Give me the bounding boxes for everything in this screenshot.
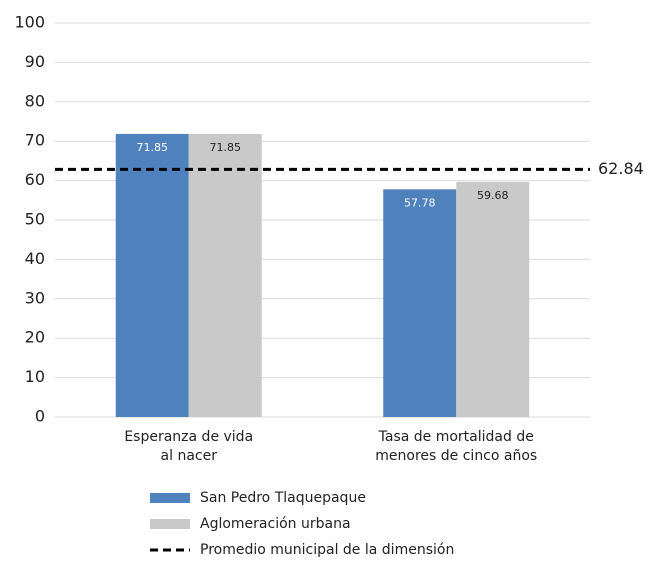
value-label: 71.85 — [210, 141, 242, 154]
x-tick-label: Tasa de mortalidad de menores de cinco añ… — [375, 429, 537, 464]
y-tick-label: 40 — [25, 249, 45, 268]
x-tick-label-line: Tasa de mortalidad de — [378, 429, 534, 445]
y-tick-label: 30 — [25, 288, 45, 307]
x-tick-label-line: menores de cinco años — [375, 448, 537, 464]
x-tick-label: Esperanza de vida al nacer — [124, 429, 253, 464]
legend-label: Promedio municipal de la dimensión — [200, 542, 454, 558]
value-label: 57.78 — [404, 196, 436, 209]
x-tick-label-line: al nacer — [161, 448, 218, 464]
y-tick-label: 50 — [25, 210, 45, 229]
legend-swatch — [150, 519, 190, 529]
legend-label: San Pedro Tlaquepaque — [200, 490, 366, 506]
legend-label: Aglomeración urbana — [200, 516, 351, 532]
bar — [188, 133, 262, 417]
value-label: 71.85 — [137, 141, 169, 154]
y-tick-label: 80 — [25, 91, 45, 110]
bar — [383, 189, 457, 417]
y-tick-label: 100 — [14, 13, 45, 32]
bar — [115, 133, 189, 417]
x-tick-label-line: Esperanza de vida — [124, 429, 253, 445]
y-tick-label: 90 — [25, 52, 45, 71]
y-tick-label: 70 — [25, 131, 45, 150]
value-label: 59.68 — [477, 189, 509, 202]
bar — [456, 181, 530, 417]
reference-label: 62.84 — [598, 159, 644, 178]
y-tick-label: 60 — [25, 170, 45, 189]
y-tick-label: 0 — [35, 407, 45, 426]
y-tick-label: 10 — [25, 367, 45, 386]
y-tick-label: 20 — [25, 328, 45, 347]
legend-swatch — [150, 493, 190, 503]
